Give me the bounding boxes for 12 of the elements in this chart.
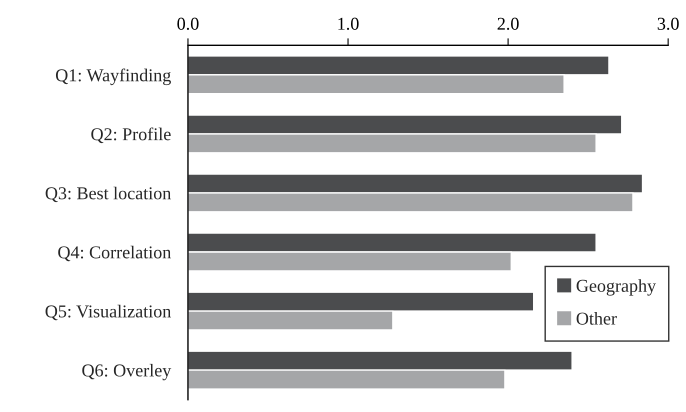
y-tick-label: Q2: Profile [91, 127, 171, 144]
y-tick-label: Q1: Wayfinding [56, 68, 171, 86]
x-tick-label: 1.0 [338, 18, 359, 30]
y-tick-label: Q5: Visualization [46, 304, 172, 320]
x-tick-label: 0.0 [177, 18, 199, 30]
legend-label: Other [576, 312, 617, 325]
x-tick-label: 3.0 [658, 18, 679, 30]
legend-label: Geography [576, 279, 656, 296]
y-tick-label: Q4: Correlation [58, 246, 172, 262]
y-tick-label: Q3: Best location [46, 186, 172, 202]
y-tick-label: Q6: Overley [82, 364, 172, 380]
x-tick-label: 2.0 [498, 18, 519, 30]
